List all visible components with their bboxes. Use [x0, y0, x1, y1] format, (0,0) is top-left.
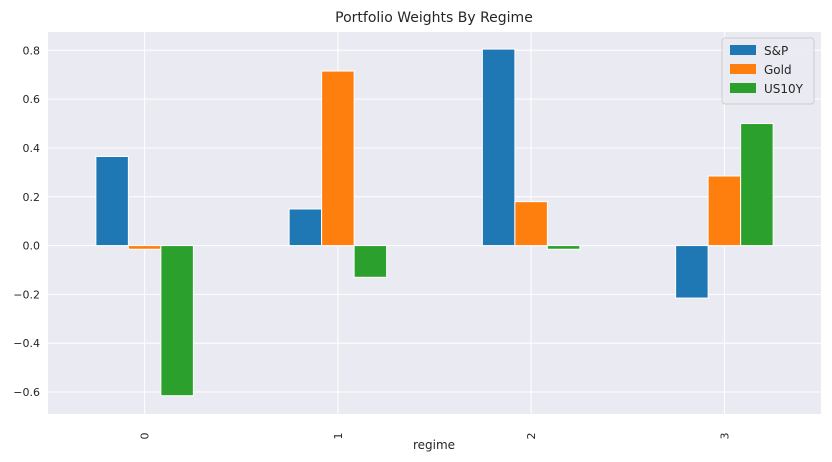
bar-us10y-3: [740, 123, 774, 247]
bar-sp-3: [675, 245, 709, 299]
bar-gold-2: [514, 201, 548, 247]
bar-gold-1: [321, 70, 355, 247]
legend-label: S&P: [764, 44, 788, 58]
x-axis-label: regime: [413, 438, 455, 452]
legend-swatch: [730, 45, 756, 55]
y-axis: −0.6 −0.4 −0.2 0.0 0.2 0.4 0.6 0.8: [13, 44, 40, 399]
y-tick-label: −0.2: [13, 288, 40, 301]
legend-swatch: [730, 64, 756, 74]
bar-sp-1: [288, 208, 323, 247]
y-tick-label: 0.6: [23, 93, 41, 106]
legend: S&P Gold US10Y: [721, 37, 815, 105]
y-tick-label: 0.8: [23, 44, 41, 57]
bar-sp-2: [481, 48, 516, 247]
y-tick-label: 0.2: [23, 191, 41, 204]
y-tick-label: 0.4: [23, 142, 41, 155]
bar-gold-3: [707, 175, 742, 247]
y-tick-label: −0.6: [13, 386, 40, 399]
bar-us10y-1: [353, 245, 388, 278]
legend-swatch: [730, 83, 756, 93]
chart-title: Portfolio Weights By Regime: [335, 10, 533, 26]
legend-label: Gold: [764, 63, 792, 77]
bar-us10y-2: [546, 245, 581, 250]
x-tick-label: 2: [525, 433, 538, 440]
x-tick-label: 3: [718, 433, 731, 440]
y-tick-label: −0.4: [13, 337, 40, 350]
legend-label: US10Y: [764, 82, 804, 96]
bar-gold-0: [127, 245, 162, 250]
y-tick-label: 0.0: [23, 240, 41, 253]
bar-us10y-0: [160, 245, 194, 397]
x-tick-label: 1: [332, 433, 345, 440]
x-axis: 0 1 2 3: [139, 433, 732, 440]
x-tick-label: 0: [139, 433, 152, 440]
bar-sp-0: [95, 155, 129, 247]
bars: [95, 48, 774, 397]
